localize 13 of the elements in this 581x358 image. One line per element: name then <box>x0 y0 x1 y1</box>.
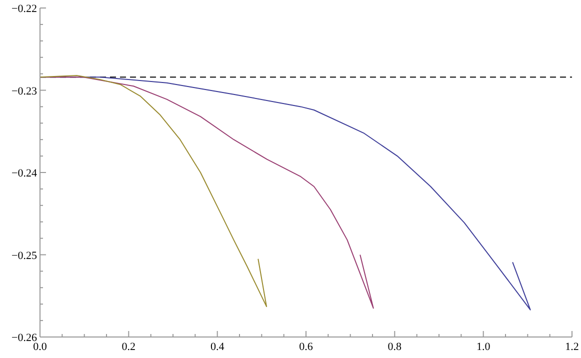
x-tick-label: 1.2 <box>565 341 579 353</box>
x-tick-label: 0.8 <box>388 341 402 353</box>
x-tick-label: 0.6 <box>299 341 314 353</box>
line-series <box>40 74 268 308</box>
y-tick-label: −0.22 <box>12 3 37 15</box>
x-tick-label: 0.0 <box>33 341 48 353</box>
x-tick-label: 0.2 <box>122 341 136 353</box>
y-tick-label: −0.23 <box>12 85 38 98</box>
x-tick-label: 0.4 <box>210 341 225 353</box>
x-tick-label: 1.0 <box>476 341 491 353</box>
y-tick-label: −0.25 <box>12 250 38 262</box>
y-tick-label: −0.24 <box>12 168 38 180</box>
y-tick-label: −0.26 <box>12 332 38 344</box>
